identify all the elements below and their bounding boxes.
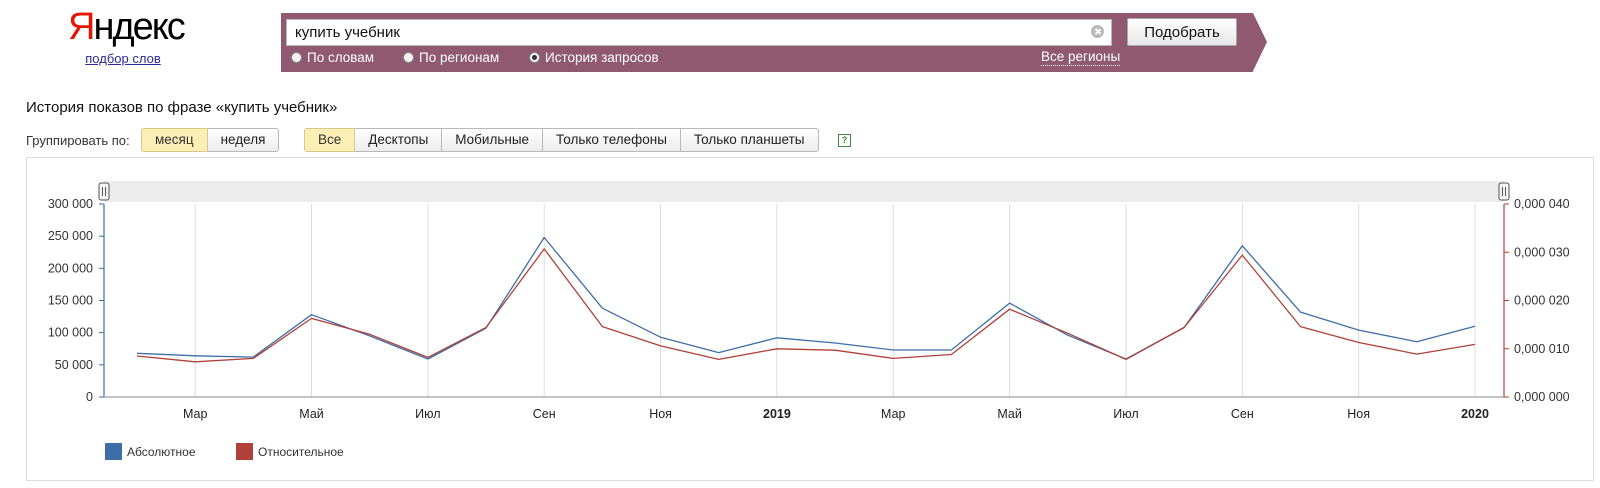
radio-query-history[interactable]: История запросов	[529, 50, 659, 65]
x-tick-label: Ноя	[1347, 407, 1370, 421]
radio-by-regions[interactable]: По регионам	[403, 50, 499, 65]
logo-first-letter: Я	[68, 6, 95, 48]
radio-label: По регионам	[419, 50, 500, 65]
y-left-tick-label: 50 000	[55, 358, 93, 372]
range-handle-left[interactable]	[98, 182, 110, 201]
radio-checked-icon[interactable]	[529, 52, 540, 63]
period-toggle: месяц неделя	[141, 128, 280, 152]
x-tick-label: Июл	[415, 407, 440, 421]
search-box	[286, 19, 1112, 46]
x-tick-label: Сен	[533, 407, 556, 421]
submit-button[interactable]: Подобрать	[1127, 18, 1237, 46]
y-right-tick-label: 0,000 000	[1514, 390, 1570, 404]
y-left-tick-label: 300 000	[48, 197, 93, 211]
legend-relative[interactable]: Относительное	[236, 443, 344, 460]
chart-range-bar	[104, 181, 1504, 202]
radio-label: По словам	[307, 50, 375, 65]
group-by-label: Группировать по:	[26, 133, 130, 148]
device-filter: Все Десктопы Мобильные Только телефоны Т…	[304, 128, 819, 152]
period-week-button[interactable]: неделя	[207, 128, 280, 152]
clear-icon[interactable]	[1091, 25, 1104, 38]
device-tablets-button[interactable]: Только планшеты	[680, 128, 819, 152]
legend-absolute[interactable]: Абсолютное	[105, 443, 196, 460]
all-regions-link[interactable]: Все регионы	[1041, 49, 1121, 66]
x-tick-label: Сен	[1231, 407, 1254, 421]
radio-icon[interactable]	[403, 52, 414, 63]
logo-rest: ндекс	[93, 6, 185, 48]
x-tick-label: Май	[997, 407, 1022, 421]
y-right-tick-label: 0,000 040	[1514, 197, 1570, 211]
series-line-absolute	[136, 236, 1476, 360]
y-left-tick-label: 0	[86, 390, 93, 404]
yandex-logo[interactable]: Яндекс подбор слов	[68, 6, 186, 66]
y-right-tick-label: 0,000 020	[1514, 294, 1570, 308]
series-line-relative	[136, 248, 1476, 363]
x-tick-label: Мар	[881, 407, 906, 421]
legend-label-absolute: Абсолютное	[127, 445, 196, 459]
y-left-tick-label: 150 000	[48, 294, 93, 308]
y-left-tick-label: 250 000	[48, 229, 93, 243]
page-title: История показов по фразе «купить учебник…	[26, 99, 338, 116]
device-all-button[interactable]: Все	[304, 128, 356, 152]
x-tick-label: Май	[299, 407, 324, 421]
x-tick-label: Ноя	[649, 407, 672, 421]
legend-swatch-relative	[236, 443, 253, 460]
device-mobile-button[interactable]: Мобильные	[442, 128, 544, 152]
device-phones-button[interactable]: Только телефоны	[543, 128, 681, 152]
x-tick-label: Июл	[1113, 407, 1138, 421]
y-left-tick-label: 200 000	[48, 261, 93, 275]
x-tick-label: 2019	[763, 407, 791, 421]
radio-by-words[interactable]: По словам	[291, 50, 374, 65]
logo-subtitle-link[interactable]: подбор слов	[85, 51, 161, 66]
legend-label-relative: Относительное	[258, 445, 344, 459]
y-right-tick-label: 0,000 010	[1514, 342, 1570, 356]
range-handle-right[interactable]	[1498, 182, 1510, 201]
search-input[interactable]	[287, 20, 1077, 45]
help-icon[interactable]: ?	[838, 134, 851, 147]
radio-icon[interactable]	[291, 52, 302, 63]
y-left-tick-label: 100 000	[48, 326, 93, 340]
search-panel-arrow	[1253, 13, 1267, 71]
x-tick-label: 2020	[1461, 407, 1489, 421]
logo-word: Яндекс	[68, 6, 186, 48]
x-tick-label: Мар	[183, 407, 208, 421]
radio-label: История запросов	[545, 50, 659, 65]
y-right-tick-label: 0,000 030	[1514, 245, 1570, 259]
device-desktop-button[interactable]: Десктопы	[355, 128, 443, 152]
period-month-button[interactable]: месяц	[141, 128, 208, 152]
legend-swatch-absolute	[105, 443, 122, 460]
chart-container	[26, 157, 1594, 481]
